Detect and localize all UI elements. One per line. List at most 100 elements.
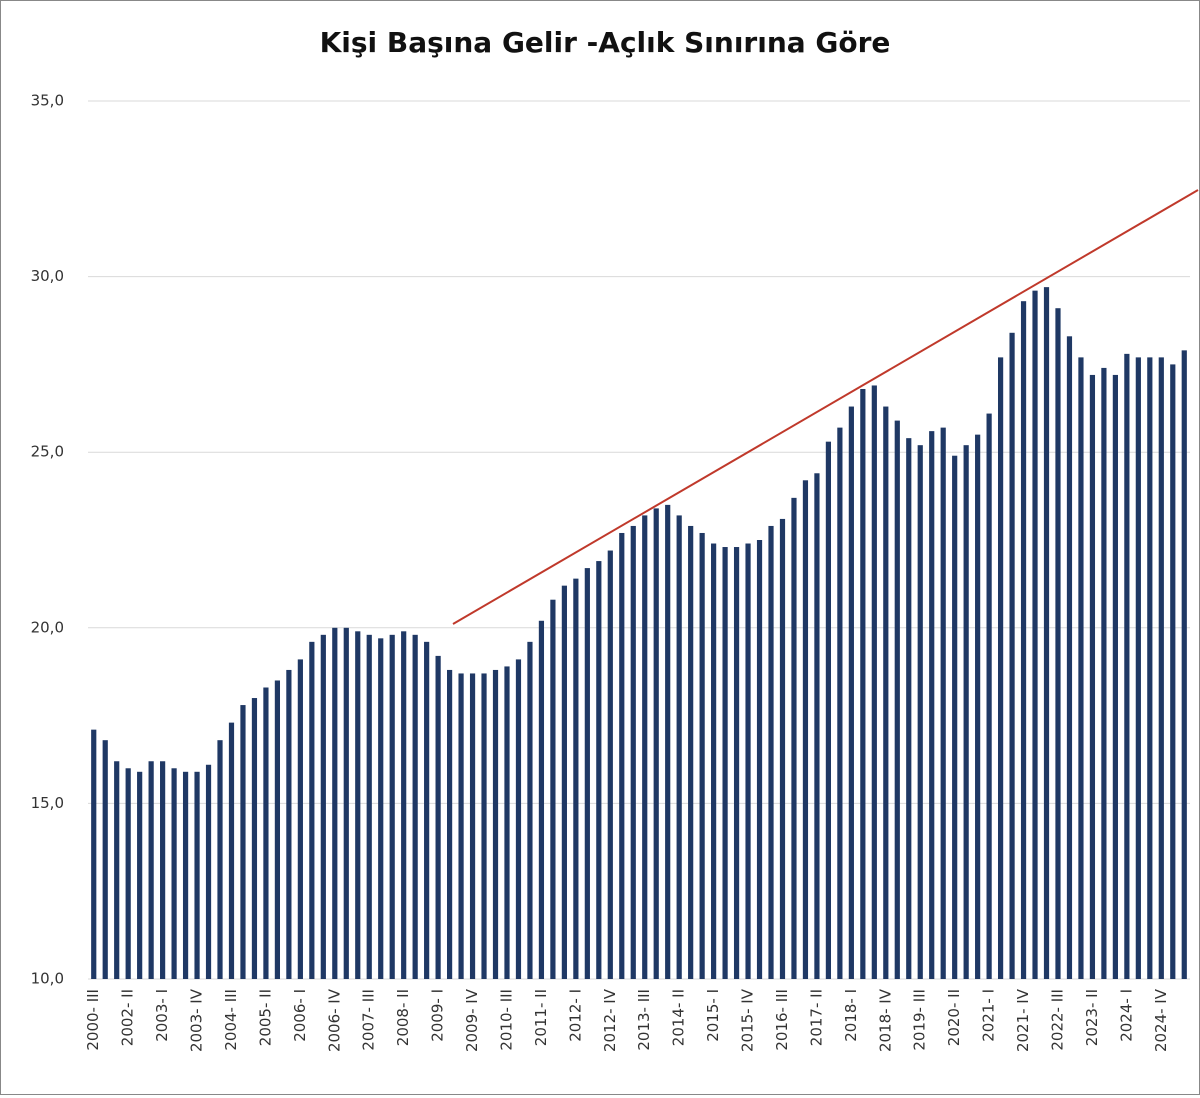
plot: 10,0 15,0 20,0 25,0 30,0 35,0 2000- III 2002- I… xyxy=(31,92,1190,1052)
bar xyxy=(114,761,120,979)
bar xyxy=(378,638,384,979)
bar xyxy=(997,357,1004,980)
x-tick-label: 2009- I xyxy=(429,989,447,1042)
bar xyxy=(205,764,212,979)
bar xyxy=(102,740,108,979)
bar xyxy=(814,473,820,979)
x-tick-label: 2014- II xyxy=(670,989,688,1046)
bar xyxy=(389,634,395,979)
x-tick-label: 2003- I xyxy=(153,989,171,1042)
bar xyxy=(194,771,200,979)
bar xyxy=(860,388,866,979)
bar xyxy=(894,420,900,979)
x-tick-label: 2012- IV xyxy=(601,988,619,1052)
bar xyxy=(688,525,694,979)
bar xyxy=(848,406,854,979)
bar xyxy=(837,427,843,980)
bar xyxy=(722,547,728,979)
bar xyxy=(1124,353,1130,979)
bar xyxy=(458,673,464,979)
x-tick-label: 2010- III xyxy=(497,989,515,1051)
bar xyxy=(412,634,418,979)
bar xyxy=(642,515,648,979)
bar xyxy=(435,655,441,979)
bar xyxy=(768,525,774,979)
bar xyxy=(963,445,969,979)
bar xyxy=(630,525,636,979)
bar xyxy=(871,385,877,979)
y-tick-label: 15,0 xyxy=(31,794,64,812)
x-tick-label: 2006- IV xyxy=(325,988,343,1052)
bar xyxy=(676,515,682,979)
y-tick-label: 35,0 xyxy=(31,92,64,110)
x-tick-label: 2018- I xyxy=(842,989,860,1042)
bar xyxy=(906,438,912,980)
bar xyxy=(332,627,338,979)
x-tick-label: 2022- III xyxy=(1048,989,1066,1051)
bar xyxy=(940,427,946,980)
bar xyxy=(573,578,579,979)
bar xyxy=(596,561,602,979)
bar xyxy=(1043,287,1050,979)
bar xyxy=(1135,357,1141,980)
bar xyxy=(446,669,453,979)
bar xyxy=(309,641,315,979)
bar xyxy=(228,722,235,979)
bar xyxy=(320,634,326,979)
bar xyxy=(745,543,751,979)
bar xyxy=(148,761,154,979)
x-tick-label: 2016- III xyxy=(773,989,791,1051)
x-tick-label: 2021- I xyxy=(980,989,998,1042)
bar xyxy=(160,761,166,979)
x-tick-label: 2004- III xyxy=(222,989,240,1051)
x-tick-label: 2012- I xyxy=(566,989,584,1042)
x-tick-label: 2017- II xyxy=(807,989,825,1046)
bar xyxy=(825,441,832,979)
bar xyxy=(263,687,269,979)
bar xyxy=(1181,350,1187,979)
bar xyxy=(952,455,958,979)
bar xyxy=(711,543,717,979)
bar xyxy=(125,768,131,979)
bar xyxy=(274,680,281,979)
bar xyxy=(538,620,545,979)
bar xyxy=(917,445,923,979)
bar xyxy=(561,585,567,979)
trend-line xyxy=(452,189,1199,625)
y-tick-label: 20,0 xyxy=(31,618,64,636)
x-tick-label: 2024- IV xyxy=(1152,988,1170,1052)
bar xyxy=(527,641,533,979)
bar xyxy=(469,673,476,979)
bar xyxy=(182,771,189,979)
bar xyxy=(137,771,143,979)
bar xyxy=(1009,332,1015,979)
bar xyxy=(584,568,590,979)
bar xyxy=(171,768,177,979)
x-tick-label: 2008- II xyxy=(394,989,412,1046)
bar xyxy=(355,631,361,979)
bar xyxy=(240,705,246,979)
bar xyxy=(1101,367,1107,979)
bar xyxy=(975,434,981,979)
x-tick-label: 2020- II xyxy=(945,989,963,1046)
bar xyxy=(619,532,625,979)
x-tick-label: 2021- IV xyxy=(1014,988,1032,1052)
bar xyxy=(791,497,797,979)
bar xyxy=(1032,290,1038,979)
bar xyxy=(756,540,763,979)
x-tick-label: 2007- III xyxy=(360,989,378,1051)
bar xyxy=(286,669,292,979)
x-tick-label: 2015- I xyxy=(704,989,722,1042)
bar xyxy=(217,740,223,979)
bar xyxy=(366,634,372,979)
bar xyxy=(1066,336,1073,980)
bar xyxy=(1170,364,1176,979)
bar xyxy=(424,641,430,979)
bar xyxy=(779,518,786,979)
bar xyxy=(1078,357,1084,980)
bar xyxy=(929,431,935,979)
bar xyxy=(1055,308,1061,979)
bar xyxy=(1158,357,1164,980)
bar xyxy=(883,406,889,979)
